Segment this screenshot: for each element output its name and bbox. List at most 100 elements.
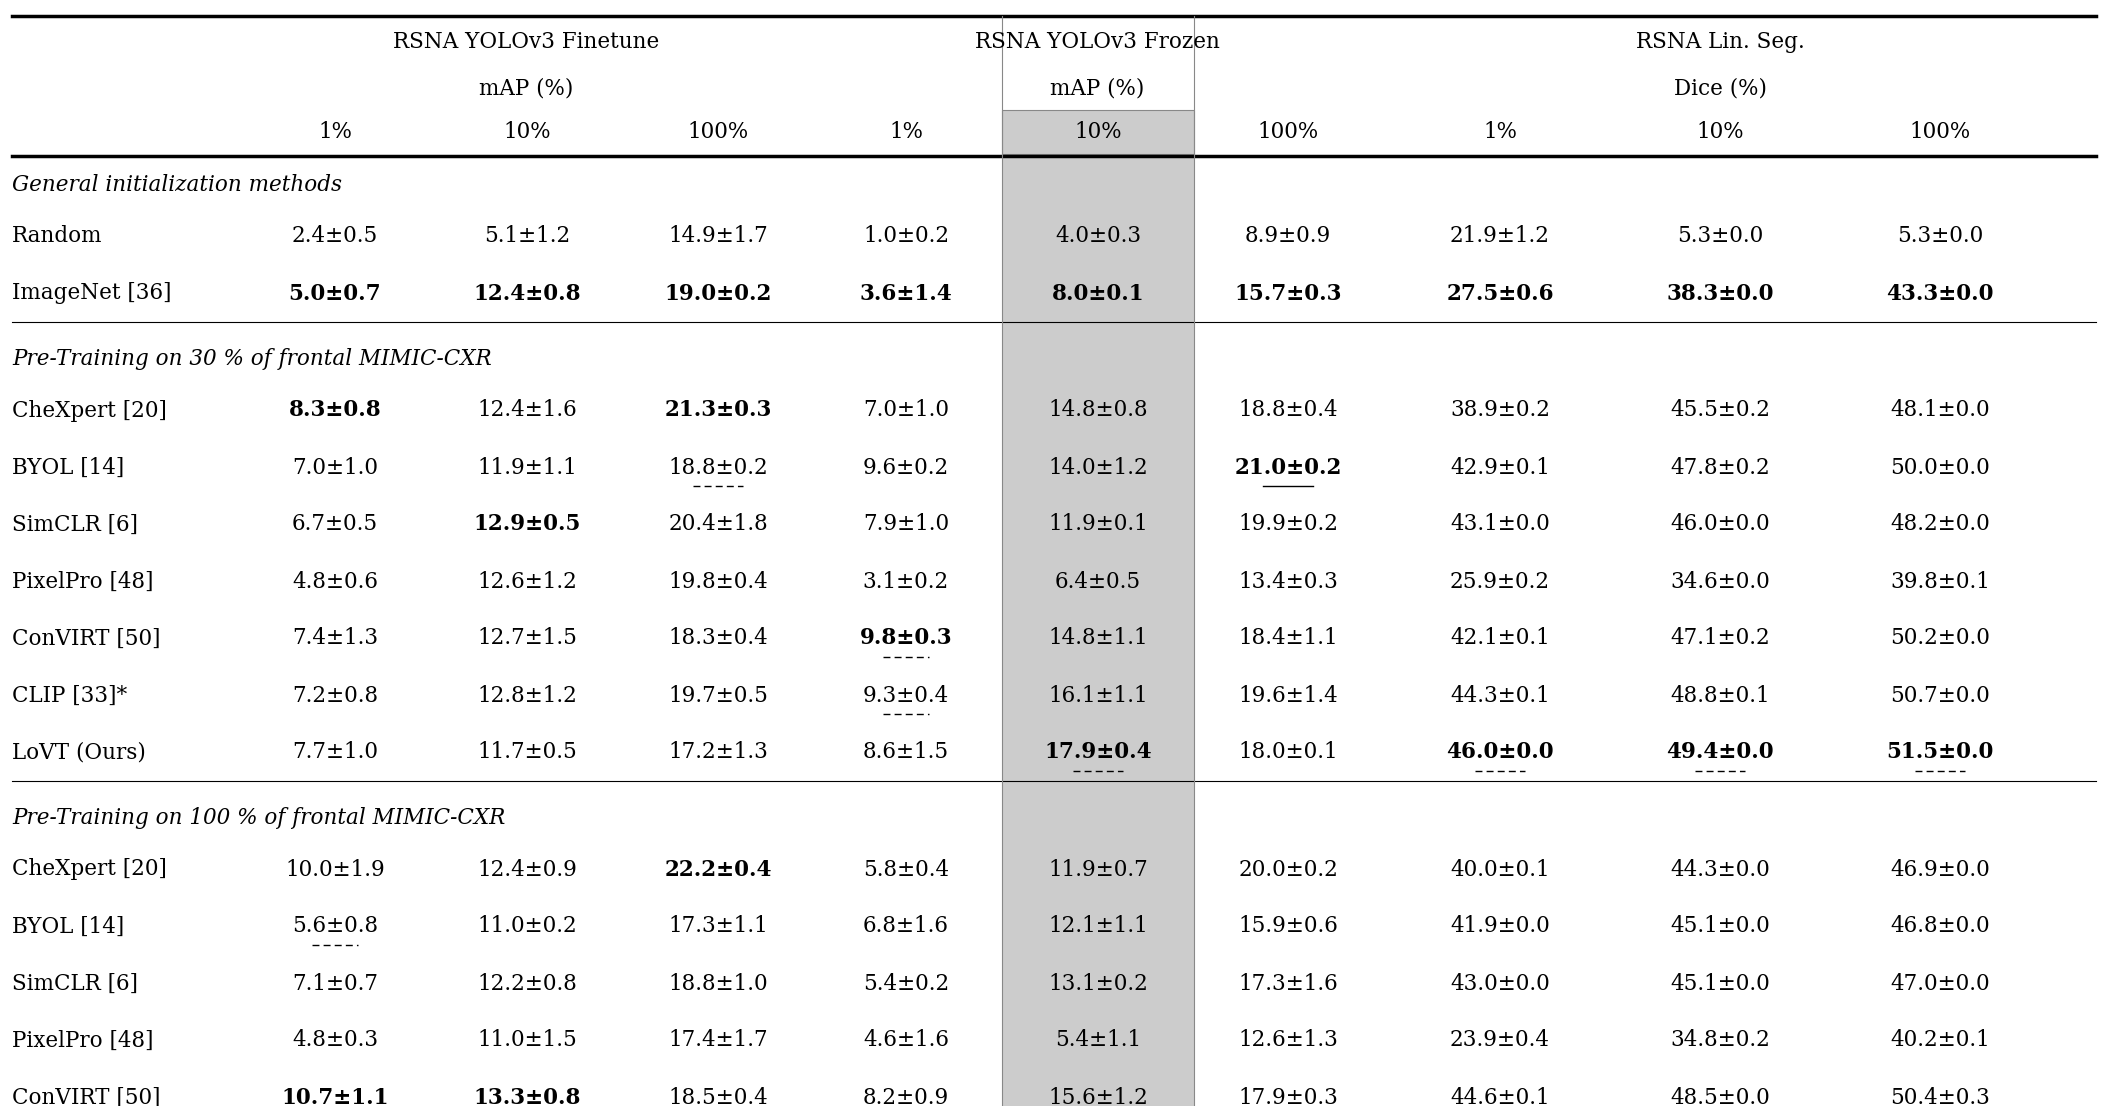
Text: 20.0±0.2: 20.0±0.2 — [1237, 858, 1339, 880]
Text: 14.8±0.8: 14.8±0.8 — [1048, 399, 1149, 421]
Text: mAP (%): mAP (%) — [479, 77, 573, 100]
Text: 50.7±0.0: 50.7±0.0 — [1891, 685, 1990, 707]
Text: 18.8±0.4: 18.8±0.4 — [1237, 399, 1339, 421]
Text: 6.8±1.6: 6.8±1.6 — [862, 916, 949, 938]
Text: 12.1±1.1: 12.1±1.1 — [1048, 916, 1149, 938]
Text: 5.0±0.7: 5.0±0.7 — [289, 282, 382, 304]
Text: 7.4±1.3: 7.4±1.3 — [291, 627, 377, 649]
Text: 12.4±0.9: 12.4±0.9 — [476, 858, 578, 880]
Text: 41.9±0.0: 41.9±0.0 — [1450, 916, 1549, 938]
Text: 44.6±0.1: 44.6±0.1 — [1450, 1086, 1549, 1106]
Text: 7.1±0.7: 7.1±0.7 — [293, 972, 377, 994]
Text: 10%: 10% — [1697, 121, 1743, 143]
Text: Pre-Training on 30 % of frontal MIMIC-CXR: Pre-Training on 30 % of frontal MIMIC-CX… — [13, 347, 491, 369]
Text: 11.0±1.5: 11.0±1.5 — [476, 1030, 578, 1052]
Text: 17.3±1.6: 17.3±1.6 — [1237, 972, 1339, 994]
Text: LoVT (Ours): LoVT (Ours) — [13, 741, 145, 763]
Text: 4.8±0.3: 4.8±0.3 — [291, 1030, 377, 1052]
Text: 4.6±1.6: 4.6±1.6 — [862, 1030, 949, 1052]
Text: 17.9±0.3: 17.9±0.3 — [1237, 1086, 1339, 1106]
Text: 11.0±0.2: 11.0±0.2 — [476, 916, 578, 938]
Text: SimCLR [6]: SimCLR [6] — [13, 513, 137, 535]
Text: 19.6±1.4: 19.6±1.4 — [1237, 685, 1339, 707]
Text: 8.2±0.9: 8.2±0.9 — [862, 1086, 949, 1106]
Text: 43.1±0.0: 43.1±0.0 — [1450, 513, 1549, 535]
Text: 21.0±0.2: 21.0±0.2 — [1235, 457, 1341, 479]
Text: 12.6±1.2: 12.6±1.2 — [476, 571, 578, 593]
Text: 17.9±0.4: 17.9±0.4 — [1043, 741, 1151, 763]
Text: 48.8±0.1: 48.8±0.1 — [1670, 685, 1771, 707]
Text: 7.0±1.0: 7.0±1.0 — [862, 399, 949, 421]
Text: 14.8±1.1: 14.8±1.1 — [1048, 627, 1149, 649]
Text: 9.6±0.2: 9.6±0.2 — [862, 457, 949, 479]
Text: 10%: 10% — [504, 121, 550, 143]
Text: 46.9±0.0: 46.9±0.0 — [1891, 858, 1990, 880]
Text: 16.1±1.1: 16.1±1.1 — [1048, 685, 1149, 707]
Text: 50.2±0.0: 50.2±0.0 — [1891, 627, 1990, 649]
Text: 45.5±0.2: 45.5±0.2 — [1670, 399, 1771, 421]
Text: 1.0±0.2: 1.0±0.2 — [862, 226, 949, 248]
Text: 5.6±0.8: 5.6±0.8 — [291, 916, 377, 938]
Text: 44.3±0.1: 44.3±0.1 — [1450, 685, 1549, 707]
Text: 18.8±0.2: 18.8±0.2 — [668, 457, 767, 479]
Text: 43.0±0.0: 43.0±0.0 — [1450, 972, 1549, 994]
Text: 45.1±0.0: 45.1±0.0 — [1670, 972, 1771, 994]
Text: 13.3±0.8: 13.3±0.8 — [474, 1086, 580, 1106]
Text: 5.8±0.4: 5.8±0.4 — [862, 858, 949, 880]
Text: 34.6±0.0: 34.6±0.0 — [1670, 571, 1771, 593]
Text: 50.4±0.3: 50.4±0.3 — [1891, 1086, 1990, 1106]
Text: 44.3±0.0: 44.3±0.0 — [1670, 858, 1771, 880]
Text: 46.0±0.0: 46.0±0.0 — [1446, 741, 1554, 763]
Bar — [1001, 156, 1193, 1106]
Text: 18.3±0.4: 18.3±0.4 — [668, 627, 767, 649]
Text: Dice (%): Dice (%) — [1674, 77, 1767, 100]
Text: 7.0±1.0: 7.0±1.0 — [293, 457, 377, 479]
Text: 10.7±1.1: 10.7±1.1 — [280, 1086, 388, 1106]
Text: 17.2±1.3: 17.2±1.3 — [668, 741, 767, 763]
Text: 9.3±0.4: 9.3±0.4 — [862, 685, 949, 707]
Bar — [1001, 109, 1193, 154]
Text: 15.6±1.2: 15.6±1.2 — [1048, 1086, 1149, 1106]
Text: 11.7±0.5: 11.7±0.5 — [476, 741, 578, 763]
Text: 50.0±0.0: 50.0±0.0 — [1891, 457, 1990, 479]
Text: 14.0±1.2: 14.0±1.2 — [1048, 457, 1149, 479]
Text: PixelPro [48]: PixelPro [48] — [13, 1030, 154, 1052]
Text: 3.6±1.4: 3.6±1.4 — [860, 282, 953, 304]
Text: RSNA YOLOv3 Finetune: RSNA YOLOv3 Finetune — [394, 31, 660, 53]
Text: 5.4±1.1: 5.4±1.1 — [1054, 1030, 1140, 1052]
Text: 4.0±0.3: 4.0±0.3 — [1054, 226, 1140, 248]
Text: CheXpert [20]: CheXpert [20] — [13, 858, 167, 880]
Text: 8.3±0.8: 8.3±0.8 — [289, 399, 382, 421]
Text: BYOL [14]: BYOL [14] — [13, 457, 124, 479]
Text: 48.1±0.0: 48.1±0.0 — [1891, 399, 1990, 421]
Text: 13.1±0.2: 13.1±0.2 — [1048, 972, 1149, 994]
Text: 12.4±1.6: 12.4±1.6 — [476, 399, 578, 421]
Text: 22.2±0.4: 22.2±0.4 — [664, 858, 772, 880]
Text: CheXpert [20]: CheXpert [20] — [13, 399, 167, 421]
Text: 20.4±1.8: 20.4±1.8 — [668, 513, 767, 535]
Text: 17.3±1.1: 17.3±1.1 — [668, 916, 767, 938]
Text: 48.5±0.0: 48.5±0.0 — [1670, 1086, 1771, 1106]
Text: 1%: 1% — [318, 121, 352, 143]
Text: BYOL [14]: BYOL [14] — [13, 916, 124, 938]
Text: 12.6±1.3: 12.6±1.3 — [1237, 1030, 1339, 1052]
Text: 6.4±0.5: 6.4±0.5 — [1054, 571, 1140, 593]
Text: 5.3±0.0: 5.3±0.0 — [1897, 226, 1984, 248]
Text: 42.1±0.1: 42.1±0.1 — [1450, 627, 1549, 649]
Text: 4.8±0.6: 4.8±0.6 — [293, 571, 377, 593]
Text: ConVIRT [50]: ConVIRT [50] — [13, 1086, 160, 1106]
Text: 39.8±0.1: 39.8±0.1 — [1891, 571, 1990, 593]
Text: 21.3±0.3: 21.3±0.3 — [664, 399, 772, 421]
Text: 12.2±0.8: 12.2±0.8 — [476, 972, 578, 994]
Text: 46.0±0.0: 46.0±0.0 — [1670, 513, 1771, 535]
Text: 49.4±0.0: 49.4±0.0 — [1665, 741, 1773, 763]
Text: 1%: 1% — [1484, 121, 1518, 143]
Text: 19.8±0.4: 19.8±0.4 — [668, 571, 767, 593]
Text: 48.2±0.0: 48.2±0.0 — [1891, 513, 1990, 535]
Text: 12.7±1.5: 12.7±1.5 — [476, 627, 578, 649]
Text: 2.4±0.5: 2.4±0.5 — [291, 226, 377, 248]
Text: 5.3±0.0: 5.3±0.0 — [1676, 226, 1762, 248]
Text: 7.2±0.8: 7.2±0.8 — [291, 685, 377, 707]
Text: General initialization methods: General initialization methods — [13, 174, 341, 196]
Text: 47.0±0.0: 47.0±0.0 — [1891, 972, 1990, 994]
